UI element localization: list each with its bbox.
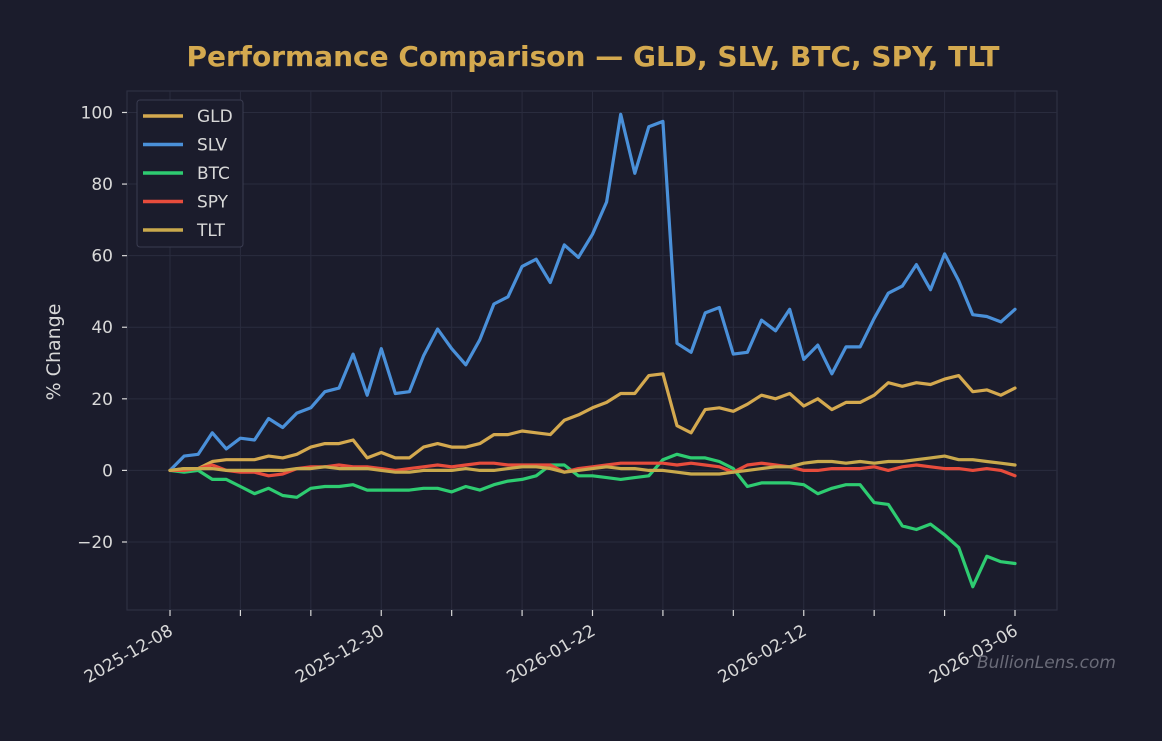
grid: [127, 91, 1057, 610]
chart-title: Performance Comparison — GLD, SLV, BTC, …: [186, 40, 999, 73]
legend-label-spy: SPY: [197, 193, 229, 213]
y-axis: −20 0 20 40 60 80 100: [77, 103, 127, 553]
legend-label-btc: BTC: [197, 164, 230, 184]
y-axis-label: % Change: [43, 304, 65, 401]
y-tick-label: 100: [81, 103, 113, 123]
watermark: BullionLens.com: [977, 653, 1116, 673]
y-tick-label: −20: [77, 533, 113, 553]
legend-label-gld: GLD: [197, 107, 233, 127]
legend-label-slv: SLV: [197, 136, 227, 156]
y-tick-label: 40: [91, 318, 113, 338]
x-tick-label: 2025-12-30: [292, 621, 388, 688]
series-line-gld: [168, 372, 1017, 472]
plot-area: [126, 90, 1058, 611]
series-line-slv: [168, 112, 1017, 472]
legend: GLD SLV BTC SPY TLT: [136, 99, 244, 248]
legend-box: [136, 99, 244, 248]
y-tick-label: 80: [91, 175, 113, 195]
series-line-btc: [168, 452, 1017, 589]
y-tick-label: 60: [91, 247, 113, 267]
series-line-spy: [168, 461, 1017, 478]
y-tick-label: 20: [91, 390, 113, 410]
x-tick-label: 2026-02-12: [715, 621, 811, 688]
series-line-tlt: [168, 454, 1017, 476]
y-tick-label: 0: [102, 461, 113, 481]
x-tick-label: 2026-01-22: [503, 621, 599, 688]
x-axis: 2025-12-08 2025-12-30 2026-01-22 2026-02-12…: [81, 610, 1022, 688]
legend-label-tlt: TLT: [196, 221, 226, 241]
series-lines: [168, 112, 1017, 589]
x-tick-label: 2025-12-08: [81, 621, 177, 688]
